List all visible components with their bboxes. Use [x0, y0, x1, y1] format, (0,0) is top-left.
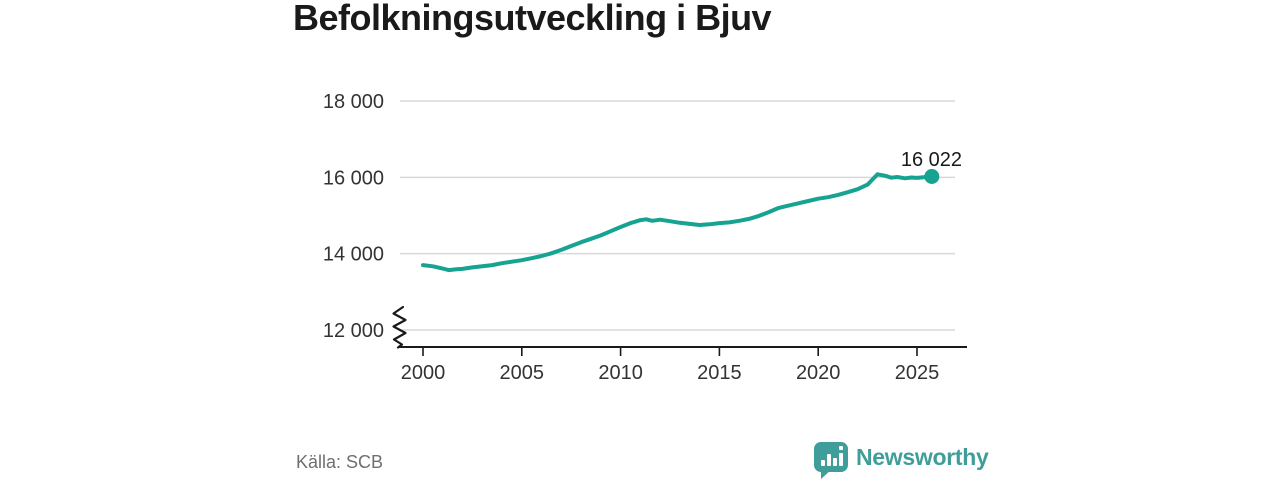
- x-tick-label: 2020: [796, 362, 841, 384]
- chart-title: Befolkningsutveckling i Bjuv: [293, 0, 772, 38]
- axis-break-icon: [392, 305, 407, 349]
- y-tick-label: 16 000: [323, 167, 384, 189]
- y-tick-label: 18 000: [323, 91, 384, 113]
- x-tick-label: 2005: [500, 362, 545, 384]
- newsworthy-wordmark: Newsworthy: [856, 444, 989, 470]
- y-tick-label: 12 000: [323, 320, 384, 342]
- population-series-line: [421, 172, 934, 273]
- series-end-dot: [924, 169, 940, 185]
- x-tick-label: 2015: [697, 362, 742, 384]
- x-tick-label: 2000: [401, 362, 446, 384]
- end-value-label: 16 022: [901, 149, 962, 171]
- newsworthy-logo: Newsworthy: [813, 441, 989, 479]
- y-tick-label: 14 000: [323, 244, 384, 266]
- x-tick-label: 2010: [598, 362, 643, 384]
- bar-chart-speech-bubble-icon: [814, 442, 848, 479]
- x-tick-label: 2025: [895, 362, 940, 384]
- source-note: Källa: SCB: [296, 452, 384, 472]
